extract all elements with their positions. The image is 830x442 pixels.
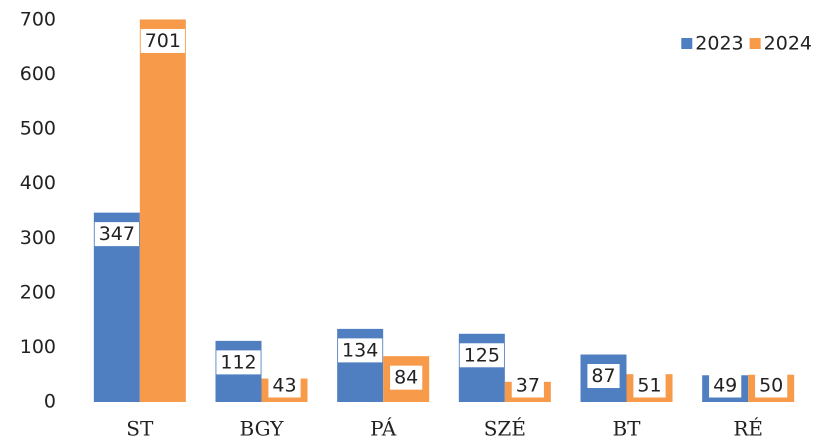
data-label-box — [216, 350, 261, 375]
data-label-box — [587, 364, 620, 389]
data-label: 49 — [713, 375, 737, 397]
data-label: 134 — [342, 339, 378, 361]
legend-swatch — [749, 38, 761, 49]
y-tick-label: 600 — [20, 63, 56, 85]
data-label: 50 — [759, 375, 783, 397]
x-tick-label: PÁ — [370, 417, 397, 441]
y-tick-label: 700 — [20, 9, 56, 31]
data-label-box — [755, 373, 788, 398]
y-tick-label: 0 — [44, 391, 56, 413]
data-label-box — [633, 373, 666, 398]
data-label: 37 — [516, 375, 540, 397]
data-label: 125 — [464, 344, 500, 366]
data-label-box — [140, 28, 185, 53]
legend-label: 2023 — [695, 33, 743, 55]
x-tick-label: RÉ — [733, 417, 763, 441]
y-tick-label: 500 — [20, 118, 56, 140]
x-tick-label: BGY — [240, 417, 285, 441]
data-label-box — [268, 373, 301, 398]
data-label-box — [390, 365, 423, 390]
x-tick-label: ST — [126, 417, 154, 441]
data-label-box — [338, 338, 383, 363]
data-label: 84 — [394, 367, 418, 389]
legend-label: 2024 — [764, 33, 812, 55]
data-label: 87 — [591, 365, 615, 387]
data-label-box — [511, 373, 544, 398]
bar — [139, 19, 186, 403]
legend-swatch — [681, 38, 693, 49]
y-tick-label: 400 — [20, 172, 56, 194]
data-label: 701 — [145, 30, 181, 52]
x-tick-label: SZÉ — [484, 417, 526, 441]
data-label-box — [459, 343, 504, 368]
data-label: 112 — [220, 351, 256, 373]
data-label-box — [94, 222, 139, 247]
data-label-box — [709, 373, 742, 398]
data-label: 43 — [272, 375, 296, 397]
x-tick-label: BT — [612, 417, 641, 441]
y-tick-label: 300 — [20, 227, 56, 249]
y-tick-label: 200 — [20, 281, 56, 303]
y-tick-label: 100 — [20, 336, 56, 358]
data-label: 51 — [637, 375, 661, 397]
data-label: 347 — [99, 223, 135, 245]
